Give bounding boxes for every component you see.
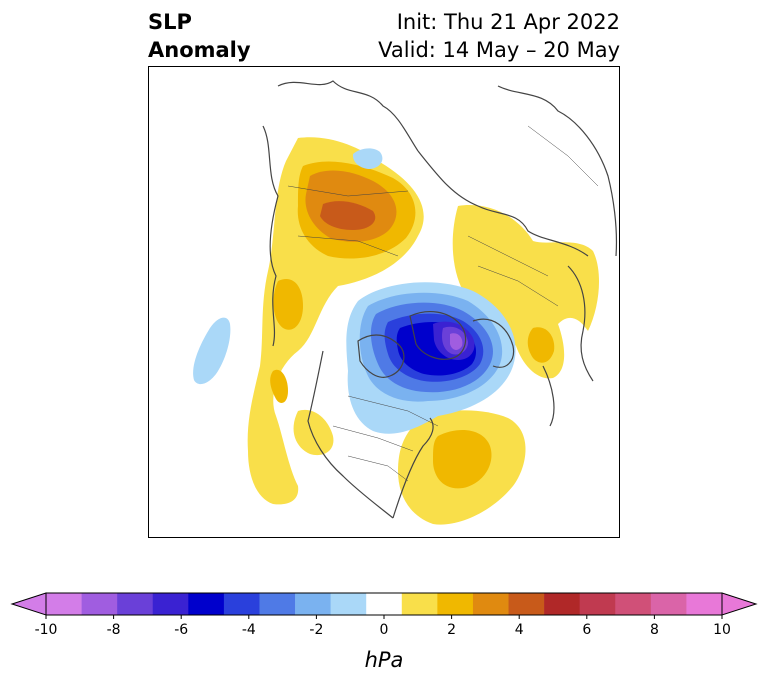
- colorbar-tick-label: -2: [309, 622, 323, 638]
- colorbar-tick-label: 6: [582, 622, 591, 638]
- colorbar-extend-low: [10, 592, 47, 616]
- colorbar-cell: [579, 593, 616, 615]
- colorbar-cell: [259, 593, 296, 615]
- positive-anomaly-atlantic: [293, 409, 526, 525]
- colorbar-tick-label: 2: [447, 622, 456, 638]
- colorbar-cell: [295, 593, 331, 615]
- colorbar-cell: [437, 593, 474, 615]
- colorbar-tick-label: -4: [242, 622, 256, 638]
- colorbar-cell: [330, 593, 367, 615]
- map-title: SLP Anomaly: [148, 8, 251, 64]
- colorbar-tick-label: 8: [650, 622, 659, 638]
- valid-range: Valid: 14 May – 20 May: [378, 38, 620, 62]
- colorbar-cell: [615, 593, 652, 615]
- colorbar-cell: [46, 593, 82, 615]
- slp-anomaly-map: [148, 66, 620, 538]
- title-field: Anomaly: [148, 38, 251, 62]
- political-borders: [287, 125, 599, 482]
- colorbar-cell: [223, 593, 260, 615]
- colorbar-tick-label: -10: [35, 622, 58, 638]
- colorbar-cell: [81, 593, 118, 615]
- colorbar-cell: [472, 593, 509, 615]
- colorbar-cell: [686, 593, 723, 615]
- colorbar-cell: [152, 593, 189, 615]
- colorbar-cell: [544, 593, 580, 615]
- init-date: Init: Thu 21 Apr 2022: [396, 10, 620, 34]
- map-frame: [148, 66, 620, 538]
- colorbar-tick-label: 4: [515, 622, 524, 638]
- colorbar-cell: [401, 593, 438, 615]
- colorbar-cell: [508, 593, 545, 615]
- colorbar-unit-label: hPa: [365, 648, 404, 672]
- colorbar-tick-label: 10: [713, 622, 731, 638]
- title-variable: SLP: [148, 10, 192, 34]
- colorbar-tick-label: 0: [380, 622, 389, 638]
- positive-anomaly-siberia: [247, 137, 424, 505]
- colorbar-cell: [650, 593, 687, 615]
- colorbar-cell: [188, 593, 225, 615]
- colorbar-cells: [10, 592, 758, 616]
- coastlines: [262, 80, 618, 519]
- colorbar-tick-label: -8: [107, 622, 121, 638]
- map-dates: Init: Thu 21 Apr 2022 Valid: 14 May – 20…: [378, 8, 620, 64]
- positive-anomaly-europe: [452, 205, 600, 379]
- colorbar-cell: [366, 593, 403, 615]
- colorbar: -10 -8 -6 -4 -2 0 2 4 6 8 10 hPa: [10, 592, 758, 672]
- colorbar-cell: [117, 593, 154, 615]
- colorbar-ticks: -10 -8 -6 -4 -2 0 2 4 6 8 10: [35, 615, 731, 638]
- colorbar-tick-label: -6: [174, 622, 188, 638]
- colorbar-extend-high: [721, 592, 758, 616]
